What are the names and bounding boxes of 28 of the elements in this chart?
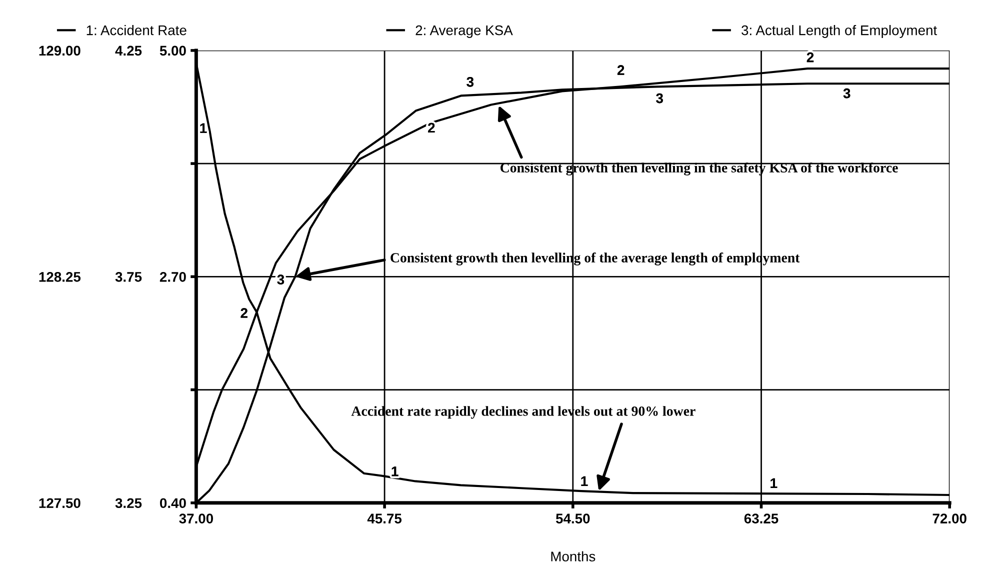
y-tick-label: 0.40 [160, 498, 186, 508]
x-tick-label: 63.25 [744, 514, 778, 524]
y3-tick-label: 127.50 [39, 498, 80, 508]
annotation: 2 [617, 65, 624, 75]
annotation: 2 [240, 308, 248, 318]
annotation: 3 [656, 93, 663, 104]
legend-label: 1: Accident Rate [86, 25, 186, 36]
annotation: 2 [806, 52, 814, 62]
y3-tick-label: 128.25 [39, 272, 81, 282]
y2-tick-label: 4.25 [115, 46, 142, 56]
y2-tick-label: 3.75 [115, 272, 142, 282]
x-axis-title: Months [551, 551, 596, 562]
annotation: 1 [200, 123, 207, 133]
x-tick-label: 72.00 [932, 514, 966, 524]
x-tick-label: 45.75 [367, 514, 402, 524]
annotation: 1 [392, 466, 398, 476]
legend-label: 2: Average KSA [416, 25, 513, 38]
annotation: 3 [466, 76, 474, 87]
legend-label: 3: Actual Length of Employment [742, 25, 938, 38]
annotation: 3 [843, 88, 850, 98]
x-tick-label: 37.00 [179, 514, 214, 524]
annotation: 1 [770, 478, 778, 488]
y2-tick-label: 3.25 [115, 498, 142, 508]
annotation: 1 [581, 476, 588, 486]
y-tick-label: 2.70 [160, 272, 186, 282]
y-tick-label: 5.00 [160, 46, 186, 56]
x-tick-label: 54.50 [556, 514, 590, 524]
y3-tick-label: 129.00 [39, 46, 80, 56]
